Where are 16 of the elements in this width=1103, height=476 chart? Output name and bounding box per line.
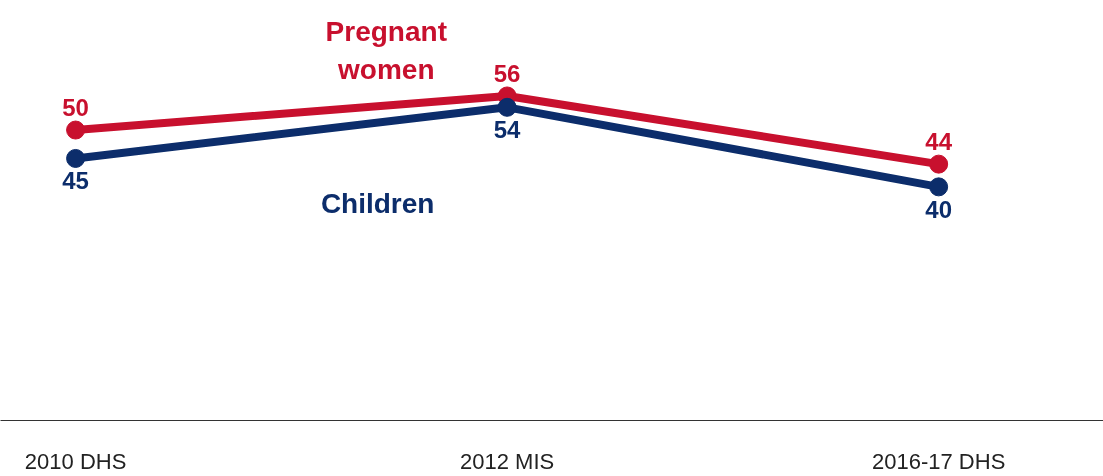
series-label: Pregnant women bbox=[325, 16, 447, 85]
data-label: 56 bbox=[493, 59, 521, 87]
text: Children bbox=[320, 188, 435, 220]
x-tick-label: 2010 DHS bbox=[24, 448, 127, 474]
point bbox=[497, 97, 517, 117]
data-label: 50 bbox=[62, 94, 89, 122]
x-tick-label: 2016-17 DHS bbox=[872, 448, 1006, 474]
data-label: 44 bbox=[925, 128, 953, 156]
x-tick-label: 2012 MIS bbox=[460, 448, 555, 474]
point bbox=[66, 120, 86, 140]
point bbox=[66, 148, 86, 168]
data-label: 54 bbox=[493, 116, 522, 144]
data-label: 45 bbox=[62, 167, 89, 195]
data-label: 40 bbox=[925, 195, 953, 223]
point bbox=[929, 177, 949, 197]
point bbox=[929, 154, 949, 174]
